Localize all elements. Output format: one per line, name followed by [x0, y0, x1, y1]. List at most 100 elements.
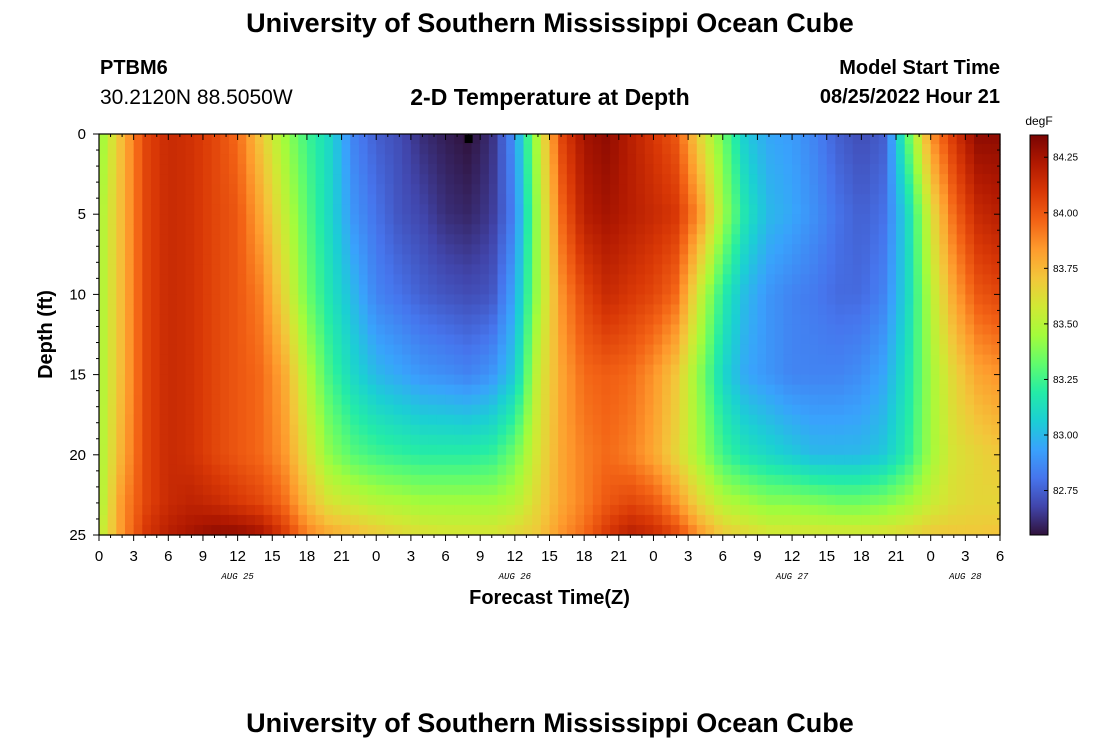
heatmap-cell — [332, 404, 343, 416]
heatmap-cell — [748, 174, 759, 185]
heatmap-cell — [488, 424, 499, 436]
heatmap-cell — [566, 364, 577, 376]
heatmap-cell — [523, 424, 533, 436]
heatmap-cell — [436, 414, 447, 426]
heatmap-cell — [289, 364, 299, 376]
heatmap-cell — [722, 344, 733, 356]
heatmap-cell — [844, 154, 854, 165]
heatmap-cell — [393, 244, 403, 255]
heatmap-cell — [783, 324, 793, 336]
heatmap-cell — [254, 354, 265, 366]
heatmap-cell — [584, 234, 594, 245]
heatmap-cell — [445, 474, 455, 486]
heatmap-cell — [116, 384, 126, 396]
heatmap-cell — [254, 224, 265, 235]
heatmap-cell — [168, 434, 178, 446]
heatmap-cell — [757, 184, 767, 195]
heatmap-cell — [358, 154, 369, 165]
heatmap-cell — [168, 304, 178, 316]
heatmap-cell — [757, 484, 767, 496]
heatmap-cell — [428, 194, 438, 205]
heatmap-cell — [350, 164, 360, 175]
heatmap-cell — [350, 384, 360, 396]
heatmap-cell — [696, 484, 707, 496]
heatmap-cell — [523, 164, 533, 175]
heatmap-cell — [142, 234, 152, 245]
heatmap-cell — [627, 134, 637, 145]
heatmap-cell — [393, 424, 403, 436]
heatmap-cell — [211, 144, 221, 155]
heatmap-cell — [956, 364, 966, 376]
heatmap-cell — [436, 164, 447, 175]
heatmap-cell — [922, 284, 932, 296]
heatmap-cell — [844, 174, 854, 185]
heatmap-cell — [454, 284, 464, 296]
heatmap-cell — [748, 384, 759, 396]
heatmap-cell — [445, 364, 455, 376]
heatmap-cell — [358, 394, 369, 406]
heatmap-cell — [228, 364, 239, 376]
heatmap-cell — [740, 244, 750, 255]
heatmap-cell — [757, 464, 767, 476]
heatmap-cell — [254, 174, 265, 185]
heatmap-cell — [194, 194, 204, 205]
heatmap-cell — [116, 434, 126, 446]
heatmap-cell — [194, 434, 204, 446]
heatmap-cell — [376, 154, 386, 165]
heatmap-cell — [618, 224, 629, 235]
heatmap-cell — [714, 144, 724, 155]
heatmap-cell — [376, 234, 386, 245]
heatmap-cell — [514, 134, 525, 145]
heatmap-cell — [506, 374, 516, 386]
heatmap-cell — [350, 224, 360, 235]
heatmap-cell — [991, 474, 1001, 486]
heatmap-cell — [428, 504, 438, 516]
heatmap-cell — [419, 364, 429, 376]
heatmap-cell — [246, 524, 256, 536]
heatmap-cell — [991, 214, 1001, 225]
heatmap-cell — [298, 434, 308, 446]
heatmap-cell — [376, 354, 386, 366]
heatmap-cell — [913, 144, 923, 155]
heatmap-cell — [783, 444, 793, 456]
heatmap-cell — [445, 284, 455, 296]
heatmap-cell — [887, 364, 897, 376]
heatmap-cell — [627, 344, 637, 356]
heatmap-cell — [844, 344, 854, 356]
heatmap-cell — [237, 434, 247, 446]
heatmap-cell — [462, 174, 473, 185]
heatmap-cell — [792, 234, 802, 245]
heatmap-cell — [332, 494, 343, 506]
heatmap-cell — [618, 354, 629, 366]
heatmap-cell — [445, 514, 455, 526]
heatmap-cell — [939, 214, 949, 225]
heatmap-cell — [592, 484, 603, 496]
heatmap-cell — [107, 504, 117, 516]
heatmap-cell — [974, 374, 984, 386]
heatmap-cell — [194, 204, 204, 215]
heatmap-cell — [99, 284, 109, 296]
heatmap-cell — [454, 404, 464, 416]
heatmap-cell — [618, 234, 629, 245]
heatmap-cell — [679, 514, 689, 526]
heatmap-cell — [332, 274, 343, 285]
heatmap-cell — [757, 234, 767, 245]
heatmap-cell — [514, 254, 525, 265]
heatmap-cell — [350, 284, 360, 296]
heatmap-cell — [393, 484, 403, 496]
heatmap-cell — [445, 354, 455, 366]
heatmap-cell — [688, 444, 698, 456]
heatmap-cell — [662, 334, 672, 346]
heatmap-cell — [402, 464, 412, 476]
heatmap-cell — [584, 254, 594, 265]
heatmap-cell — [809, 444, 819, 456]
heatmap-cell — [653, 434, 663, 446]
heatmap-cell — [376, 214, 386, 225]
heatmap-cell — [324, 474, 334, 486]
heatmap-cell — [688, 204, 698, 215]
heatmap-cell — [844, 374, 854, 386]
heatmap-cell — [601, 474, 611, 486]
heatmap-cell — [991, 164, 1001, 175]
heatmap-cell — [159, 234, 169, 245]
heatmap-cell — [168, 414, 178, 426]
